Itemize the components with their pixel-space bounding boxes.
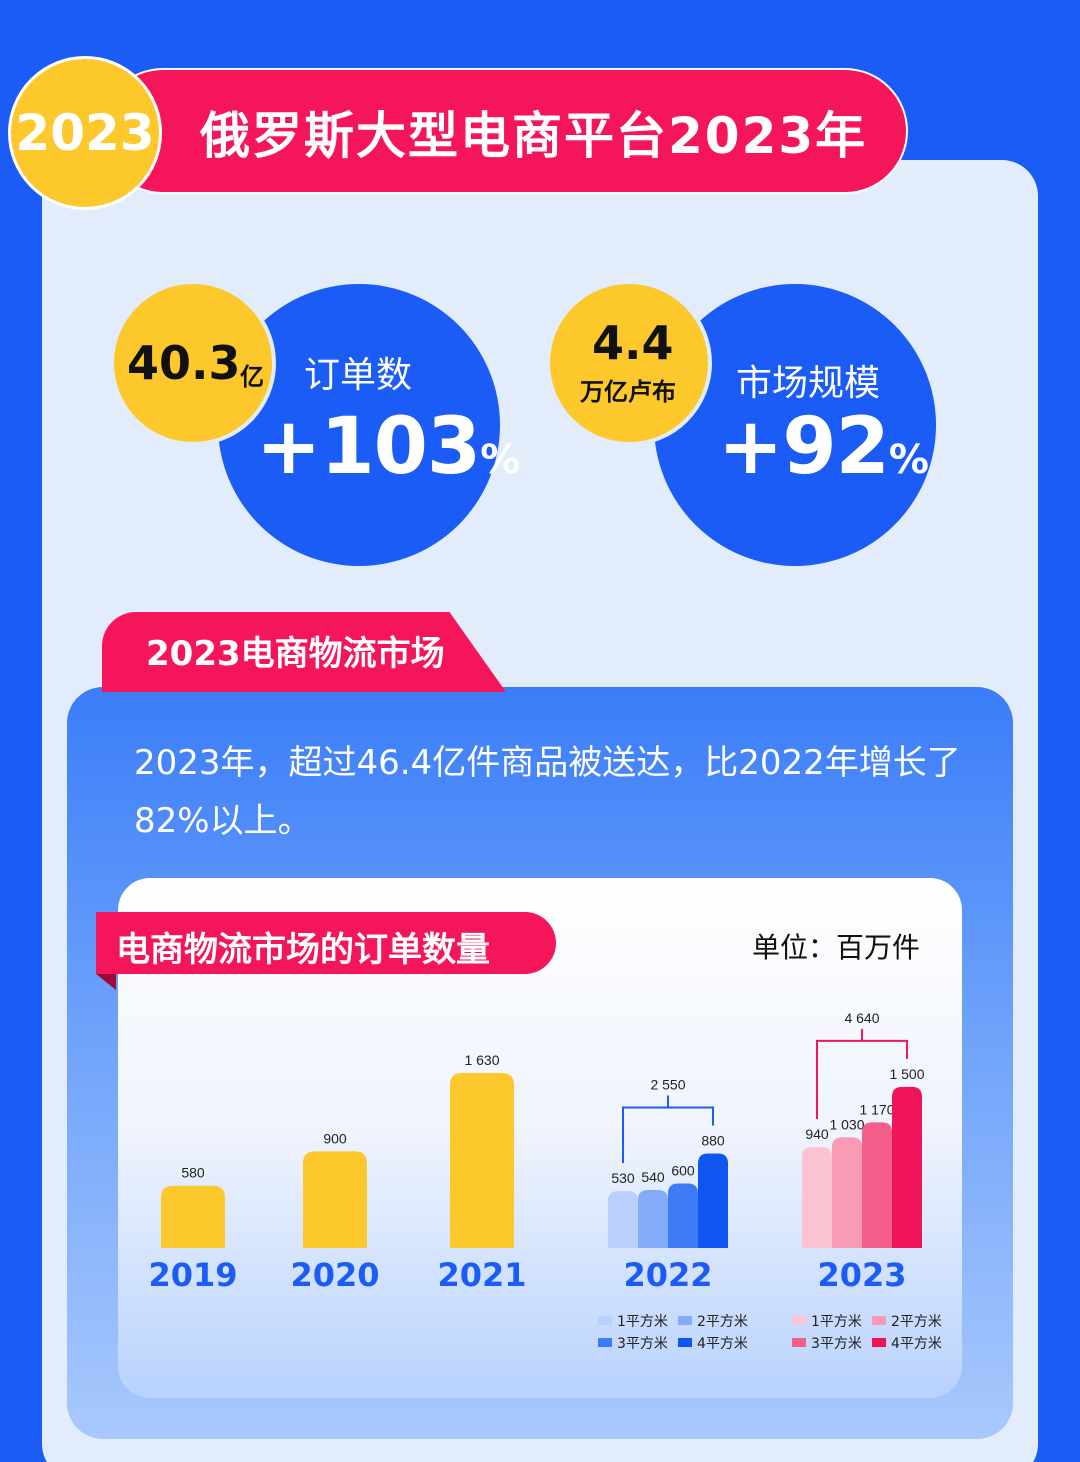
bar-2022-2 — [638, 1190, 668, 1248]
bracket-2023 — [816, 1028, 908, 1120]
legend-label-2023-4: 4平方米 — [891, 1336, 942, 1352]
bar-label-2022-3: 600 — [671, 1163, 695, 1179]
chart-unit-label: 单位：百万件 — [752, 931, 921, 964]
bar-2023-1 — [802, 1147, 832, 1248]
year-label-2023: 2023 — [817, 1256, 906, 1294]
bar-label-2023-3: 1 170 — [859, 1101, 894, 1117]
orders-change-unit: % — [480, 437, 520, 483]
orders-value-unit: 亿 — [240, 363, 264, 391]
bar-label-2022-1: 530 — [611, 1170, 635, 1186]
total-label-2022: 2 550 — [650, 1076, 685, 1092]
year-label-2020: 2020 — [290, 1256, 379, 1294]
legend-label-2022-2: 2平方米 — [697, 1314, 748, 1330]
legend-swatch-2022-3 — [598, 1338, 612, 1347]
bar-label-2019: 580 — [181, 1165, 205, 1181]
market-size-label: 市场规模 — [736, 363, 881, 404]
market-size-change: +92% — [718, 402, 929, 492]
legend-swatch-2023-3 — [792, 1338, 806, 1347]
legend-swatch-2023-4 — [872, 1338, 886, 1347]
orders-change-number: +103 — [256, 402, 481, 492]
section-title: 2023电商物流市场 — [146, 634, 445, 674]
legend-swatch-2022-2 — [678, 1316, 692, 1325]
market-size-change-number: +92 — [718, 402, 890, 492]
bar-label-2023-4: 1 500 — [889, 1066, 924, 1082]
bar-2023-2 — [832, 1137, 862, 1248]
market-description: 2023年，超过46.4亿件商品被送达，比2022年增长了82%以上。 — [134, 743, 961, 841]
bar-label-2023-2: 1 030 — [829, 1116, 864, 1132]
legend-label-2023-1: 1平方米 — [811, 1314, 862, 1330]
bar-label-2020: 900 — [323, 1130, 347, 1146]
legend-label-2022-4: 4平方米 — [697, 1336, 748, 1352]
bar-label-2021: 1 630 — [464, 1052, 499, 1068]
bar-2022-3 — [668, 1183, 698, 1248]
year-label-2019: 2019 — [148, 1256, 237, 1294]
section-tab — [102, 612, 506, 692]
market-size-value: 4.4 — [592, 316, 674, 370]
bar-2021 — [450, 1072, 514, 1248]
orders-label: 订单数 — [304, 355, 413, 396]
legend-label-2022-1: 1平方米 — [617, 1314, 668, 1330]
orders-change: +103% — [256, 402, 520, 492]
chart-title-fold — [96, 974, 116, 990]
bar-2023-4 — [892, 1086, 922, 1248]
orders-yellow-circle — [110, 280, 276, 446]
header-banner — [100, 68, 908, 194]
chart-title: 电商物流市场的订单数量 — [116, 930, 490, 970]
market-size-value-unit: 万亿卢布 — [580, 378, 676, 406]
bar-2020 — [303, 1151, 367, 1248]
year-badge: 2023 — [8, 56, 162, 210]
legend-swatch-2022-4 — [678, 1338, 692, 1347]
chart-title-banner — [96, 912, 556, 974]
bar-2023-3 — [862, 1122, 892, 1248]
bar-label-2022-4: 880 — [701, 1132, 725, 1148]
bracket-2022 — [622, 1095, 714, 1164]
bar-2022-1 — [608, 1191, 638, 1248]
legend-swatch-2022-1 — [598, 1316, 612, 1325]
total-label-2023: 4 640 — [844, 1010, 879, 1026]
bar-2022-4 — [698, 1153, 728, 1248]
year-label-2021: 2021 — [437, 1256, 526, 1294]
legend-label-2022-3: 3平方米 — [617, 1336, 668, 1352]
bar-label-2022-2: 540 — [641, 1169, 665, 1185]
year-label-2022: 2022 — [623, 1256, 712, 1294]
legend-swatch-2023-1 — [792, 1316, 806, 1325]
legend-swatch-2023-2 — [872, 1316, 886, 1325]
market-size-change-unit: % — [888, 437, 929, 483]
page-title: 俄罗斯大型电商平台2023年 — [200, 107, 868, 165]
bar-label-2023-1: 940 — [805, 1126, 829, 1142]
market-size-yellow-circle — [546, 280, 712, 446]
bar-2019 — [161, 1185, 225, 1248]
legend-label-2023-2: 2平方米 — [891, 1314, 942, 1330]
legend-label-2023-3: 3平方米 — [811, 1336, 862, 1352]
orders-value: 40.3 — [127, 336, 241, 390]
